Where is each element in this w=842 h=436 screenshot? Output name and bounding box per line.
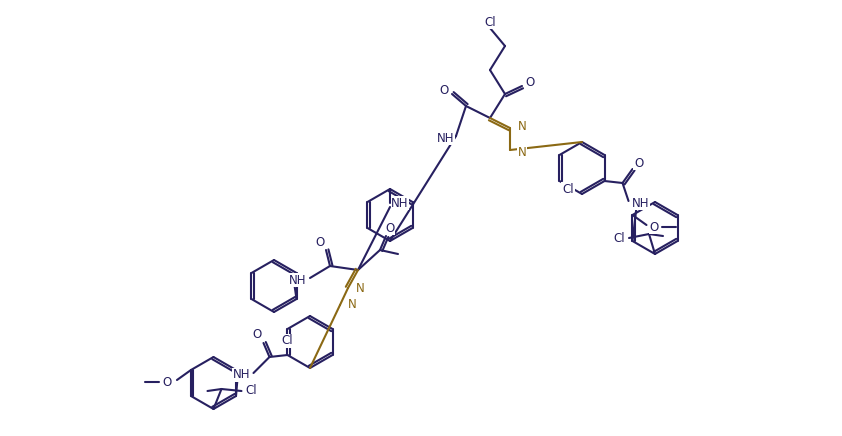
Text: Cl: Cl: [484, 16, 496, 28]
Text: N: N: [518, 119, 526, 133]
Text: N: N: [348, 299, 356, 311]
Text: O: O: [440, 84, 449, 96]
Text: O: O: [316, 235, 325, 249]
Text: NH: NH: [632, 197, 649, 210]
Text: NH: NH: [392, 197, 408, 210]
Text: O: O: [253, 328, 262, 341]
Text: Cl: Cl: [282, 334, 293, 347]
Text: Cl: Cl: [246, 385, 258, 398]
Text: O: O: [525, 75, 535, 89]
Text: O: O: [386, 221, 395, 235]
Text: O: O: [163, 375, 172, 388]
Text: NH: NH: [437, 132, 455, 144]
Text: Cl: Cl: [613, 232, 625, 245]
Text: Cl: Cl: [562, 183, 573, 195]
Text: NH: NH: [232, 368, 250, 382]
Text: O: O: [634, 157, 643, 170]
Text: N: N: [355, 282, 365, 294]
Text: N: N: [518, 146, 526, 159]
Text: NH: NH: [290, 273, 306, 286]
Text: O: O: [650, 221, 659, 234]
